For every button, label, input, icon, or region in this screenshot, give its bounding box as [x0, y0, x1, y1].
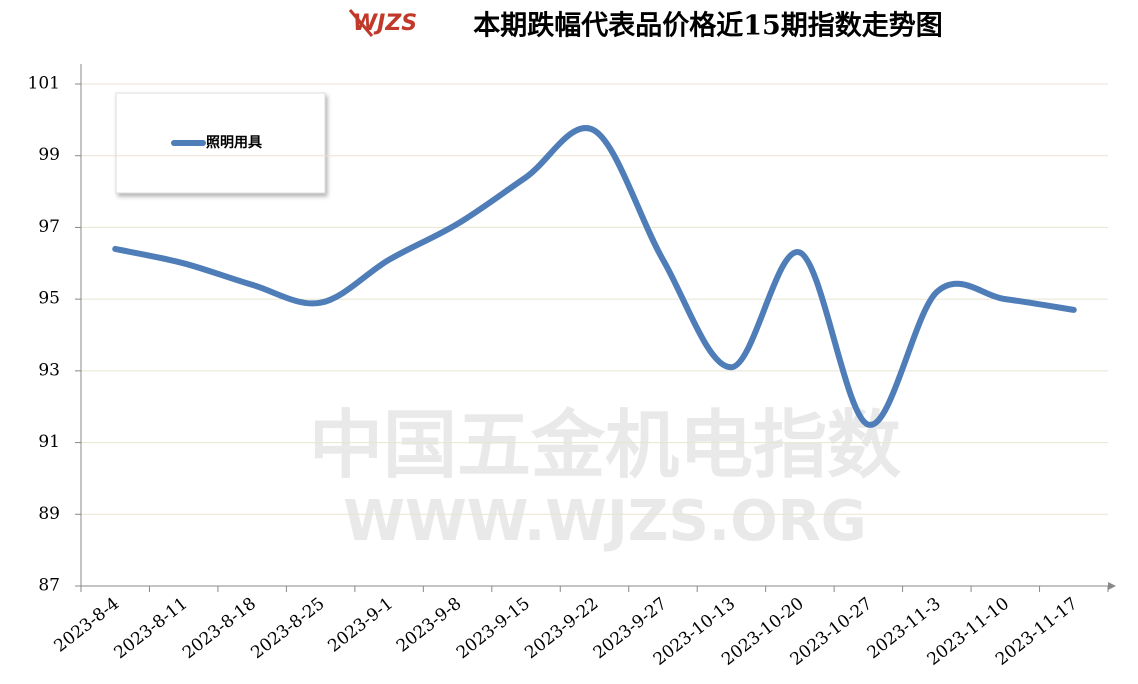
- watermark-text: 中国五金机电指数: [309, 403, 901, 489]
- y-tick-label: 95: [38, 289, 60, 309]
- x-tick-label: 2023-9-1: [324, 594, 397, 657]
- x-tick-label: 2023-8-25: [247, 594, 328, 663]
- x-tick-label: 2023-8-18: [179, 594, 260, 663]
- y-tick-label: 89: [38, 504, 60, 524]
- logo-text: WJZS: [353, 11, 417, 36]
- y-tick-label: 91: [38, 432, 60, 452]
- y-tick-label: 101: [28, 74, 60, 94]
- y-tick-label: 87: [38, 576, 60, 596]
- logo-arrow: [348, 9, 374, 37]
- legend-box: [115, 92, 326, 194]
- y-tick-label: 97: [38, 217, 60, 237]
- chart-title: 本期跌幅代表品价格近15期指数走势图: [473, 11, 943, 42]
- logo: WJZS: [348, 9, 417, 37]
- y-tick-label: 93: [38, 360, 60, 380]
- legend-label: 照明用具: [206, 135, 262, 151]
- series-line: [112, 125, 1077, 428]
- x-tick-label: 2023-8-11: [111, 594, 192, 663]
- x-tick-label: 2023-9-22: [521, 594, 602, 663]
- watermark-text: WWW.WJZS.ORG: [343, 489, 867, 554]
- y-tick-label: 99: [38, 145, 60, 165]
- watermark: 中国五金机电指数 WWW.WJZS.ORG: [309, 403, 901, 555]
- x-axis-arrow: [1108, 582, 1116, 590]
- x-tick-label: 2023-9-15: [453, 594, 534, 663]
